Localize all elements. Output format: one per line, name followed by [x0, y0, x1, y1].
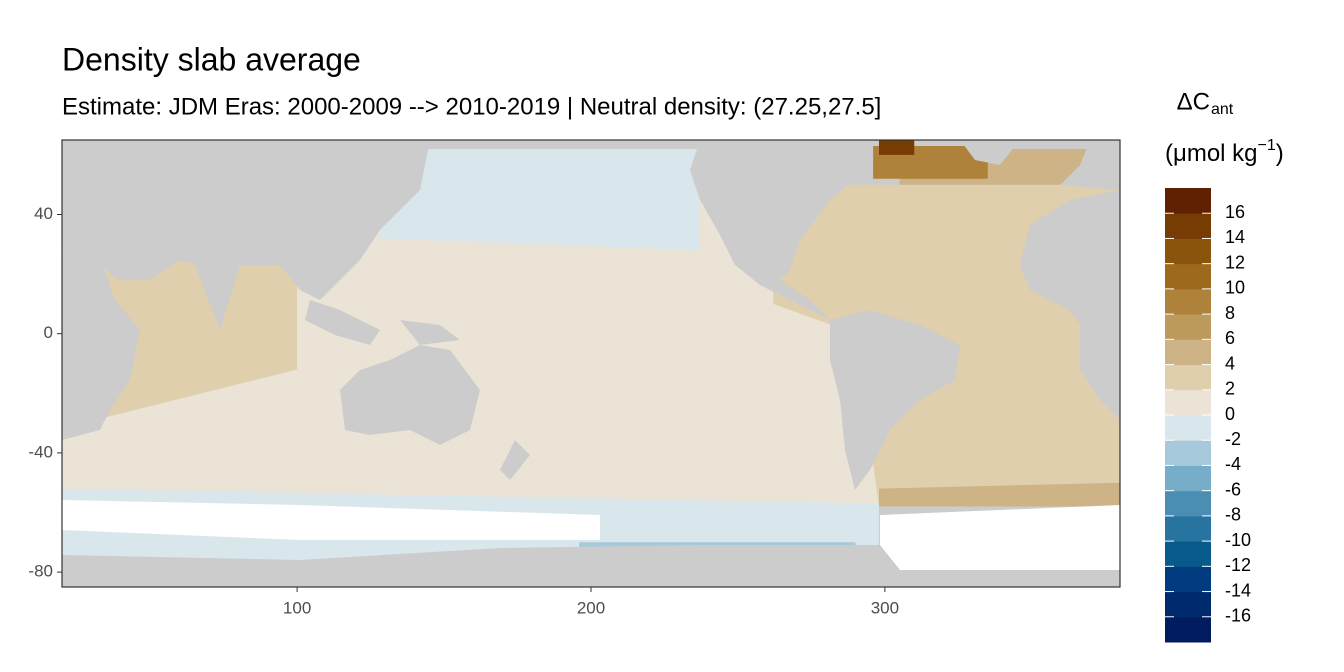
- legend-unit-text: ): [1276, 140, 1284, 167]
- y-tick-label: 0: [44, 323, 53, 342]
- colorbar-label: -16: [1225, 606, 1251, 626]
- land: [1020, 190, 1120, 420]
- colorbar-label: -12: [1225, 555, 1251, 575]
- colorbar-label: 10: [1225, 278, 1245, 298]
- land: [690, 140, 860, 320]
- colorbar-swatch: [1165, 591, 1211, 618]
- ocean-region: [379, 148, 700, 251]
- legend-title-sub: ant: [1211, 101, 1234, 118]
- land: [830, 310, 960, 490]
- colorbar-label: -14: [1225, 580, 1251, 600]
- colorbar-label: -10: [1225, 530, 1251, 550]
- colorbar-swatch: [1165, 541, 1211, 567]
- colorbar-label: 2: [1225, 379, 1235, 399]
- land: [62, 140, 430, 330]
- colorbar-swatch: [1165, 465, 1211, 492]
- colorbar-label: -6: [1225, 479, 1241, 499]
- colorbar-label: -4: [1225, 454, 1241, 474]
- legend-unit-sup: −1: [1258, 137, 1276, 154]
- chart-title: Density slab average: [62, 41, 361, 77]
- colorbar-label: 12: [1225, 252, 1245, 272]
- colorbar-swatch: [1165, 288, 1211, 315]
- colorbar-swatch: [1165, 490, 1211, 517]
- colorbar-swatch: [1165, 238, 1211, 265]
- y-tick-label: 40: [34, 204, 53, 223]
- land: [340, 345, 480, 445]
- colorbar-swatch: [1165, 616, 1211, 643]
- x-tick-label: 200: [577, 598, 605, 617]
- colorbar-label: -2: [1225, 429, 1241, 449]
- land: [500, 440, 530, 480]
- legend-unit: (μmol kg−1): [1165, 137, 1284, 167]
- colorbar-label: 16: [1225, 202, 1245, 222]
- land: [62, 250, 140, 440]
- land: [960, 140, 1020, 165]
- colorbar-label: 6: [1225, 328, 1235, 348]
- x-tick-label: 100: [283, 598, 311, 617]
- land: [1060, 140, 1120, 190]
- colorbar-swatch: [1165, 213, 1211, 239]
- ocean-region: [879, 140, 915, 155]
- colorbar-swatch: [1165, 314, 1211, 340]
- y-tick-label: -80: [28, 562, 53, 581]
- colorbar-swatch: [1165, 389, 1211, 416]
- colorbar-swatch: [1165, 515, 1211, 542]
- colorbar-label: 8: [1225, 303, 1235, 323]
- chart-subtitle: Estimate: JDM Eras: 2000-2009 --> 2010-2…: [62, 93, 881, 120]
- colorbar-swatch: [1165, 415, 1211, 441]
- no-data: [880, 505, 1120, 570]
- x-tick-label: 300: [871, 598, 899, 617]
- land: [400, 320, 460, 345]
- colorbar-label: 4: [1225, 353, 1235, 373]
- colorbar-swatch: [1165, 566, 1211, 593]
- layout: [62, 140, 1120, 587]
- colorbar-label: 0: [1225, 404, 1235, 424]
- ocean-region: [106, 250, 298, 418]
- colorbar-label: -8: [1225, 505, 1241, 525]
- colorbar-swatch: [1165, 263, 1211, 290]
- no-data: [62, 500, 600, 540]
- legend-title: ΔC: [1177, 88, 1210, 115]
- colorbar-label: 14: [1225, 227, 1245, 247]
- colorbar-swatch: [1165, 364, 1211, 391]
- ocean-region: [879, 482, 1120, 507]
- colorbar-swatch: [1165, 188, 1211, 214]
- land: [62, 545, 1120, 587]
- legend-unit-text: (μmol kg: [1165, 140, 1258, 167]
- land: [305, 300, 380, 345]
- y-tick-label: -40: [28, 442, 53, 461]
- colorbar-swatch: [1165, 339, 1211, 366]
- colorbar-swatch: [1165, 440, 1211, 466]
